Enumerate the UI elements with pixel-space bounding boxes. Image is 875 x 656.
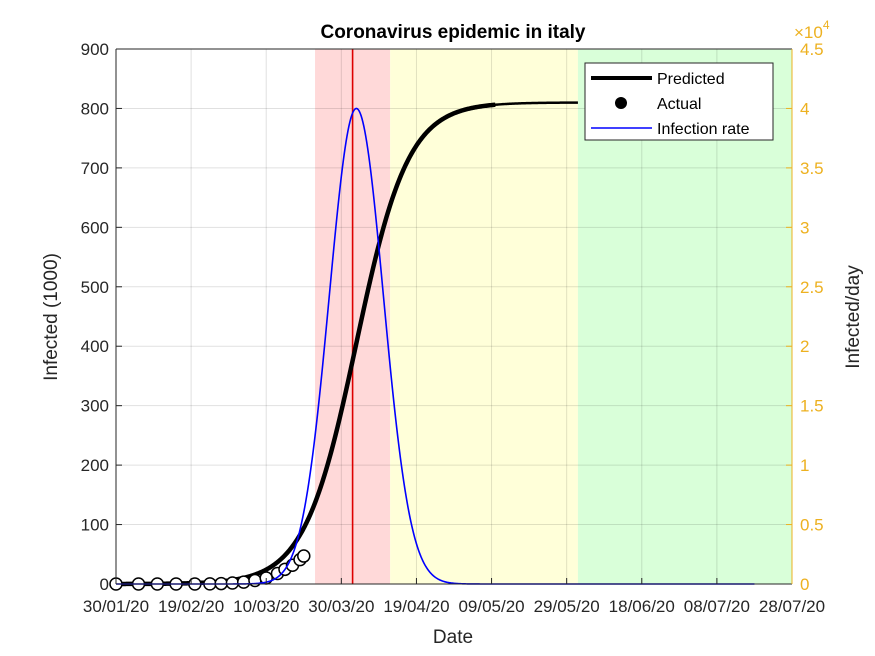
y-axis-label-left: Infected (1000) (41, 253, 62, 381)
x-tick-label: 28/07/20 (759, 597, 825, 616)
actual-point (225, 576, 240, 590)
actual-point (297, 549, 311, 563)
y-tick-label-left: 900 (81, 40, 109, 59)
axes: 30/01/20 19/02/20 10/03/20 30/03/20 19/04/20… (81, 40, 825, 616)
x-tick-label: 08/07/20 (684, 597, 750, 616)
x-tick-label: 19/04/20 (383, 597, 449, 616)
x-tick-label: 19/02/20 (158, 597, 224, 616)
y-tick-label-right: 2 (800, 337, 809, 356)
y-tick-label-right: 2.5 (800, 278, 824, 297)
y-tick-label-right: 4.5 (800, 40, 824, 59)
y-tick-label-left: 700 (81, 159, 109, 178)
x-tick-label: 10/03/20 (233, 597, 299, 616)
chart-title: Coronavirus epidemic in italy (320, 22, 585, 43)
right-exponent-base: ×10 (794, 23, 823, 42)
legend-actual-swatch (615, 97, 627, 109)
actual-point (236, 575, 251, 589)
x-tick-label: 18/06/20 (609, 597, 675, 616)
y-tick-label-left: 400 (81, 337, 109, 356)
legend-actual-label: Actual (657, 96, 701, 113)
shaded-region-1 (390, 49, 578, 584)
y-tick-label-right: 3 (800, 218, 809, 237)
y-tick-label-right: 4 (800, 99, 809, 118)
y-tick-label-right: 1.5 (800, 397, 824, 416)
legend: Predicted Actual Infection rate (584, 62, 774, 141)
y-tick-label-left: 0 (100, 575, 109, 594)
legend-predicted-label: Predicted (657, 71, 725, 88)
y-tick-label-right: 3.5 (800, 159, 824, 178)
y-tick-label-left: 200 (81, 456, 109, 475)
legend-infection-rate-label: Infection rate (657, 121, 750, 138)
y-tick-label-left: 500 (81, 278, 109, 297)
right-axis-exponent: ×104 (794, 18, 830, 42)
y-tick-label-left: 100 (81, 516, 109, 535)
y-tick-label-left: 800 (81, 99, 109, 118)
y-axis-label-right: Infected/day (843, 265, 864, 369)
right-exponent-power: 4 (823, 18, 830, 32)
actual-point (248, 573, 262, 588)
x-tick-label: 30/01/20 (83, 597, 149, 616)
y-tick-label-right: 0.5 (800, 516, 824, 535)
x-tick-label: 09/05/20 (458, 597, 524, 616)
x-axis-label: Date (433, 627, 473, 648)
y-tick-label-right: 0 (800, 575, 809, 594)
y-tick-label-right: 1 (800, 456, 809, 475)
y-tick-label-left: 600 (81, 218, 109, 237)
x-tick-label: 30/03/20 (308, 597, 374, 616)
y-tick-label-left: 300 (81, 397, 109, 416)
x-tick-label: 29/05/20 (534, 597, 600, 616)
